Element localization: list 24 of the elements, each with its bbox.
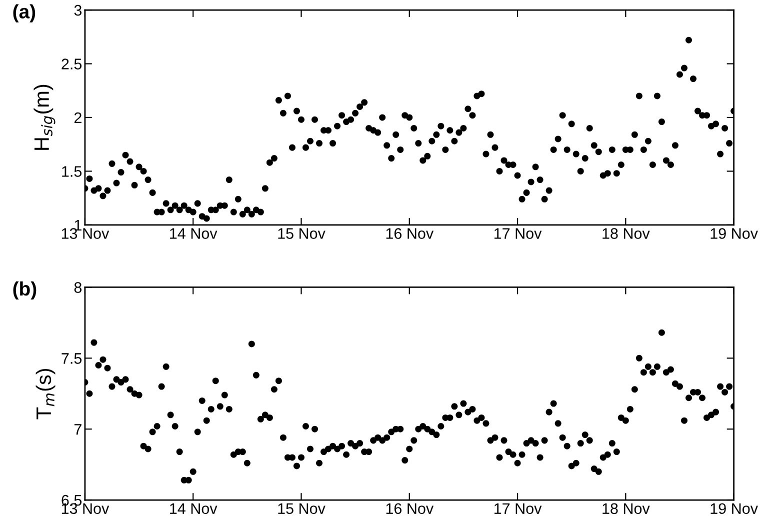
- y-tick-label: 3: [74, 4, 82, 16]
- x-tick-label: 18 Nov: [602, 503, 650, 514]
- x-tick-label: 16 Nov: [386, 228, 434, 239]
- y-tick-label: 1: [74, 220, 82, 230]
- y-tick-label: 8: [74, 282, 82, 293]
- y-tick-label: 7.5: [62, 353, 82, 364]
- x-tick-label: 17 Nov: [494, 228, 542, 239]
- x-tick-label: 17 Nov: [494, 503, 542, 514]
- y-axis-title: T$_{m}$(s): [36, 368, 56, 420]
- x-tick-label: 19 Nov: [710, 503, 758, 514]
- y-axis-title: H$_{sig}$(m): [34, 84, 56, 150]
- x-tick-label: 18 Nov: [602, 228, 650, 239]
- y-tick-label: 2.5: [62, 58, 82, 70]
- y-tick-label: 7: [74, 424, 82, 435]
- x-tick-label: 16 Nov: [386, 503, 434, 514]
- chart-title: (a): [13, 4, 36, 22]
- x-tick-label: 14 Nov: [170, 228, 218, 239]
- y-tick-label: 2: [74, 112, 82, 124]
- x-tick-label: 15 Nov: [278, 503, 326, 514]
- x-tick-label: 15 Nov: [278, 228, 326, 239]
- y-tick-label: 1.5: [62, 166, 82, 177]
- x-tick-label: 14 Nov: [170, 503, 218, 514]
- chart-title: (b): [13, 281, 36, 300]
- x-tick-label: 19 Nov: [710, 228, 758, 239]
